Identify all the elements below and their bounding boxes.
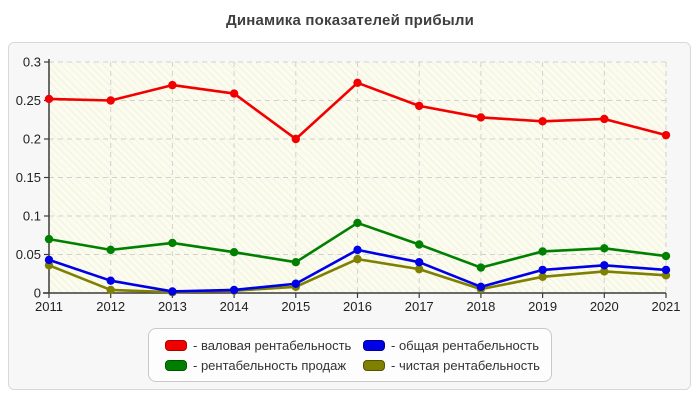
data-point xyxy=(661,265,671,275)
x-tick-label: 2017 xyxy=(405,299,434,314)
legend-label: - валовая рентабельность xyxy=(193,337,352,353)
y-tick-label: 0.3 xyxy=(23,55,41,70)
data-point xyxy=(661,130,671,140)
x-tick-label: 2011 xyxy=(35,299,63,314)
data-point xyxy=(168,287,177,296)
x-tick-label: 2019 xyxy=(528,299,557,314)
data-point xyxy=(353,78,362,87)
data-point xyxy=(353,254,362,264)
data-point xyxy=(106,245,115,255)
data-point xyxy=(600,267,609,276)
legend-swatch-icon xyxy=(363,339,385,351)
chart-panel: 0 0.05 0.1 0.15 0.2 0.25 0.3 2011 2012 2013 2014 20… xyxy=(8,42,691,390)
data-point xyxy=(229,285,239,295)
legend-item: - валовая рентабельность xyxy=(165,338,363,353)
data-point xyxy=(106,96,115,105)
data-point xyxy=(353,218,362,228)
x-tick-label: 2018 xyxy=(466,299,495,314)
y-tick-label: 0.05 xyxy=(16,247,41,262)
legend-label: - рентабельность продаж xyxy=(193,357,347,373)
y-tick-label: 0.2 xyxy=(23,132,41,147)
x-tick-label: 2021 xyxy=(652,299,681,314)
legend-item: - рентабельность продаж xyxy=(165,358,363,373)
data-point xyxy=(291,279,300,288)
legend-label: - чистая рентабельность xyxy=(391,357,540,373)
legend-swatch-icon xyxy=(165,359,187,371)
data-point xyxy=(168,238,177,248)
data-point xyxy=(600,244,609,253)
legend-item: - чистая рентабельность xyxy=(363,358,551,373)
legend-label: - общая рентабельность xyxy=(391,337,539,353)
data-point xyxy=(476,263,486,272)
line-chart: 0 0.05 0.1 0.15 0.2 0.25 0.3 2011 2012 2013 2014 20… xyxy=(16,55,681,315)
data-point xyxy=(415,240,424,249)
legend-swatch-icon xyxy=(363,359,385,371)
data-point xyxy=(600,261,609,270)
data-point xyxy=(44,234,54,244)
x-tick-label: 2020 xyxy=(590,299,619,314)
data-point xyxy=(538,272,547,282)
y-tick-label: 0.25 xyxy=(16,93,41,108)
data-point xyxy=(661,251,671,261)
data-point xyxy=(538,265,547,275)
y-tick-label: 0.1 xyxy=(23,209,41,224)
y-tick-label: 0 xyxy=(34,286,41,301)
chart-legend: - валовая рентабельность - общая рентабел… xyxy=(148,328,552,382)
data-point xyxy=(538,117,547,126)
x-tick-label: 2012 xyxy=(96,299,125,314)
data-point xyxy=(415,258,424,267)
data-point xyxy=(168,80,177,90)
data-point xyxy=(229,247,239,257)
data-point xyxy=(44,94,54,104)
chart-title: Динамика показателей прибыли xyxy=(225,12,475,29)
data-point xyxy=(600,114,609,124)
data-point xyxy=(291,258,300,267)
y-tick-label: 0.15 xyxy=(16,170,41,185)
data-point xyxy=(44,255,54,265)
data-point xyxy=(538,247,547,256)
legend-swatch-icon xyxy=(165,339,187,351)
data-point xyxy=(415,101,424,111)
data-point xyxy=(106,285,115,295)
x-tick-label: 2016 xyxy=(343,299,372,314)
x-tick-label: 2015 xyxy=(281,299,310,314)
data-point xyxy=(353,245,362,255)
data-point xyxy=(415,264,424,274)
x-tick-label: 2013 xyxy=(158,299,187,314)
data-point xyxy=(229,89,239,98)
data-point xyxy=(476,282,486,292)
legend-item: - общая рентабельность xyxy=(363,338,551,353)
data-point xyxy=(476,113,486,122)
x-tick-label: 2014 xyxy=(220,299,249,314)
data-point xyxy=(291,134,300,144)
data-point xyxy=(106,276,115,285)
